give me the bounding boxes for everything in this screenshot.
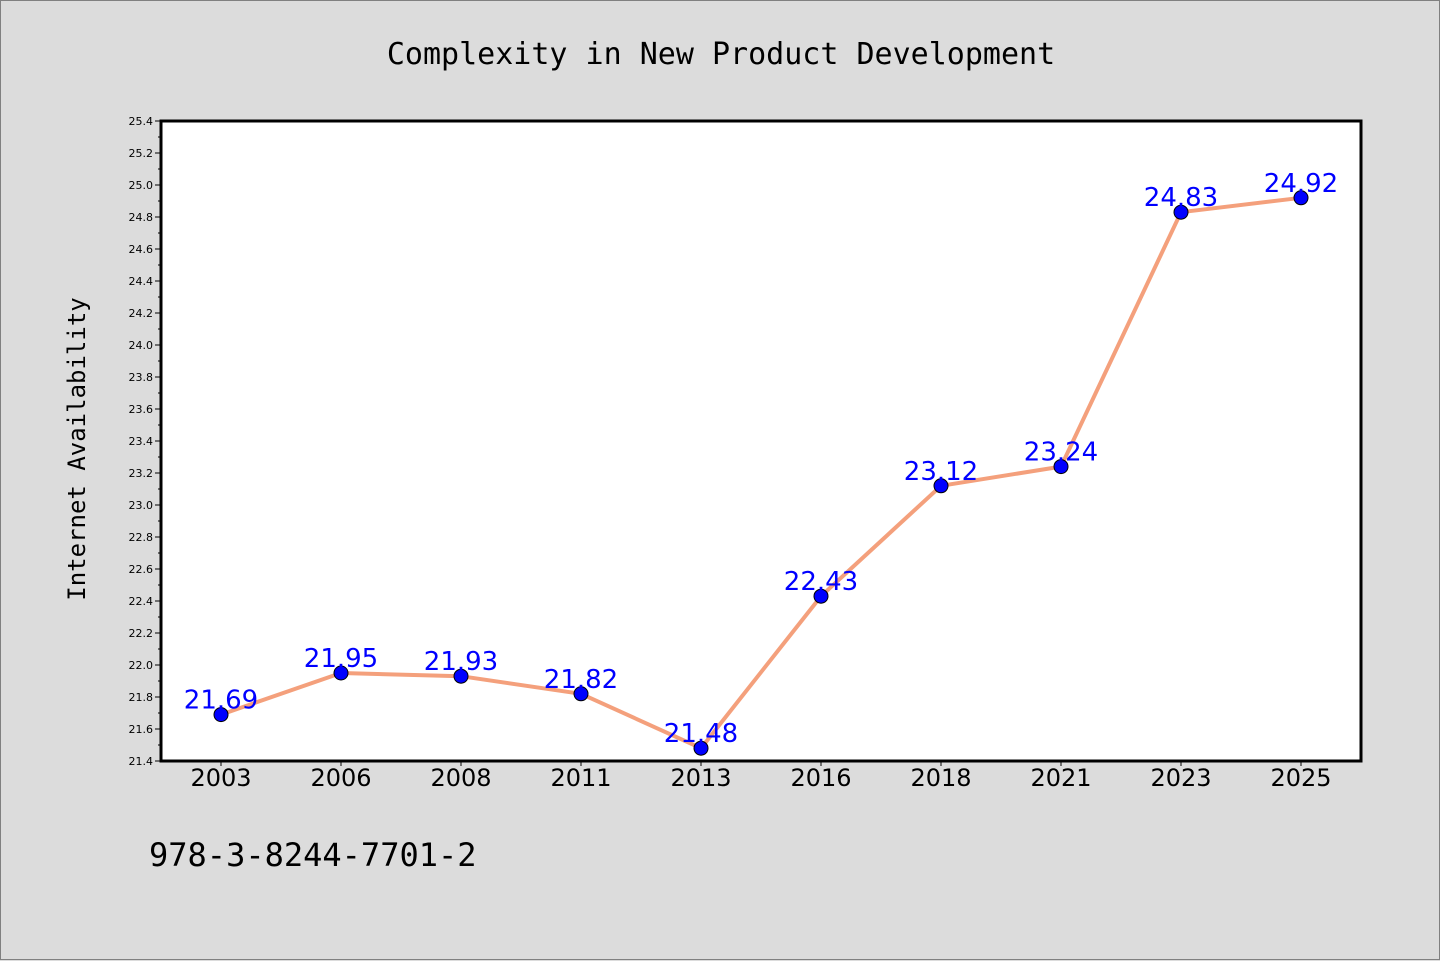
chart-title: Complexity in New Product Development bbox=[387, 37, 1055, 72]
data-point[interactable] bbox=[1173, 204, 1189, 220]
y-tick-label: 21.4 bbox=[129, 755, 154, 768]
plot-border bbox=[159, 119, 1363, 763]
data-label: 24.83 bbox=[1144, 183, 1218, 213]
y-tick-label: 24.8 bbox=[129, 211, 154, 224]
data-label: 24.92 bbox=[1264, 169, 1338, 199]
y-tick-label: 22.8 bbox=[129, 531, 154, 544]
y-tick-label: 21.6 bbox=[129, 723, 154, 736]
y-axis-ticks: 21.4 21.6 21.8 22.0 22.2 22.4 22.6 22.8 23.0 23.2… bbox=[129, 115, 161, 768]
y-tick-label: 23.4 bbox=[129, 435, 154, 448]
data-label: 21.93 bbox=[424, 647, 498, 677]
data-label: 21.82 bbox=[544, 665, 618, 695]
data-label: 21.95 bbox=[304, 644, 378, 674]
y-axis-label: Internet Availability bbox=[63, 297, 91, 600]
data-point[interactable] bbox=[453, 668, 469, 684]
y-tick-label: 22.4 bbox=[129, 595, 154, 608]
y-tick-label: 24.4 bbox=[129, 275, 154, 288]
data-label: 23.12 bbox=[904, 457, 978, 487]
x-tick-label: 2016 bbox=[790, 764, 851, 792]
y-tick-label: 23.2 bbox=[129, 467, 154, 480]
x-tick-label: 2018 bbox=[910, 764, 971, 792]
data-label: 21.69 bbox=[184, 686, 258, 716]
y-tick-label: 22.6 bbox=[129, 563, 154, 576]
data-point[interactable] bbox=[333, 665, 349, 681]
y-tick-label: 25.0 bbox=[129, 179, 154, 192]
series-line bbox=[220, 195, 1302, 751]
x-tick-label: 2003 bbox=[190, 764, 251, 792]
x-tick-label: 2025 bbox=[1270, 764, 1331, 792]
y-tick-label: 25.2 bbox=[129, 147, 154, 160]
y-tick-label: 24.6 bbox=[129, 243, 154, 256]
y-tick-label: 24.2 bbox=[129, 307, 154, 320]
plot-area bbox=[161, 121, 1361, 761]
y-tick-label: 23.6 bbox=[129, 403, 154, 416]
data-label: 23.24 bbox=[1024, 438, 1098, 468]
data-point[interactable] bbox=[1053, 459, 1069, 475]
data-point[interactable] bbox=[933, 478, 949, 494]
data-label: 21.48 bbox=[664, 719, 738, 749]
data-point[interactable] bbox=[693, 740, 709, 756]
y-tick-label: 21.8 bbox=[129, 691, 154, 704]
footer-code: 978-3-8244-7701-2 bbox=[149, 836, 477, 874]
x-tick-label: 2021 bbox=[1030, 764, 1091, 792]
y-tick-label: 23.8 bbox=[129, 371, 154, 384]
data-point[interactable] bbox=[1293, 190, 1309, 206]
x-tick-label: 2006 bbox=[310, 764, 371, 792]
x-axis-ticks: 2003 2006 2008 2011 2013 2016 2018 2021 2023 2025 bbox=[190, 761, 1332, 792]
series-layer: 21.69 21.95 21.93 21.82 21.48 22.43 23.12 23.24… bbox=[184, 169, 1338, 756]
x-tick-label: 2023 bbox=[1150, 764, 1211, 792]
x-tick-label: 2013 bbox=[670, 764, 731, 792]
data-point[interactable] bbox=[573, 686, 589, 702]
y-tick-label: 22.2 bbox=[129, 627, 154, 640]
x-tick-label: 2011 bbox=[550, 764, 611, 792]
y-tick-label: 24.0 bbox=[129, 339, 154, 352]
y-tick-label: 23.0 bbox=[129, 499, 154, 512]
y-tick-label: 25.4 bbox=[129, 115, 154, 128]
data-point[interactable] bbox=[213, 707, 229, 723]
x-tick-label: 2008 bbox=[430, 764, 491, 792]
data-point[interactable] bbox=[813, 588, 829, 604]
data-label: 22.43 bbox=[784, 567, 858, 597]
y-tick-label: 22.0 bbox=[129, 659, 154, 672]
